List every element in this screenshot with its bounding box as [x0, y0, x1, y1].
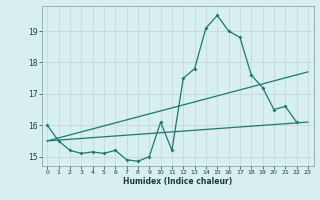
- X-axis label: Humidex (Indice chaleur): Humidex (Indice chaleur): [123, 177, 232, 186]
